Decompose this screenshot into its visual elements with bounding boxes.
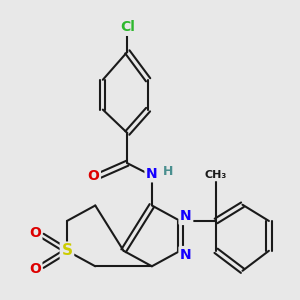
Text: H: H <box>163 165 173 178</box>
Text: CH₃: CH₃ <box>205 170 227 180</box>
Text: N: N <box>180 209 192 224</box>
Text: N: N <box>180 248 192 262</box>
Text: Cl: Cl <box>120 20 135 34</box>
Text: O: O <box>87 169 99 183</box>
Text: O: O <box>29 262 41 276</box>
Text: N: N <box>146 167 158 181</box>
Text: O: O <box>29 226 41 240</box>
Text: S: S <box>61 243 73 258</box>
